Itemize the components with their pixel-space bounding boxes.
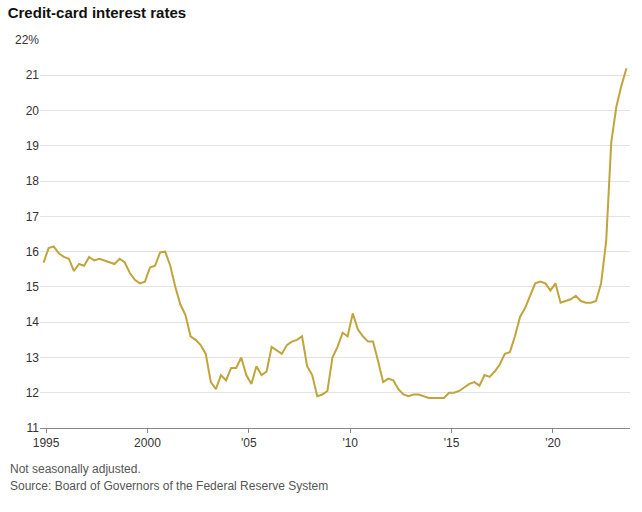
svg-text:18: 18 — [26, 174, 40, 188]
svg-text:22%: 22% — [15, 33, 39, 47]
svg-text:14: 14 — [26, 315, 40, 329]
svg-text:Credit-card interest rates: Credit-card interest rates — [8, 4, 186, 21]
svg-text:1995: 1995 — [33, 436, 60, 450]
svg-text:17: 17 — [26, 210, 40, 224]
svg-text:'20: '20 — [545, 436, 561, 450]
svg-text:19: 19 — [26, 139, 40, 153]
svg-text:Not seasonally adjusted.: Not seasonally adjusted. — [10, 462, 141, 476]
svg-text:'15: '15 — [444, 436, 460, 450]
svg-text:Source: Board of Governors of: Source: Board of Governors of the Federa… — [10, 479, 328, 493]
svg-text:15: 15 — [26, 280, 40, 294]
svg-text:13: 13 — [26, 351, 40, 365]
svg-text:11: 11 — [27, 421, 40, 435]
svg-text:16: 16 — [26, 245, 40, 259]
svg-text:2000: 2000 — [134, 436, 161, 450]
svg-text:'10: '10 — [342, 436, 358, 450]
svg-text:'05: '05 — [241, 436, 257, 450]
svg-text:21: 21 — [26, 68, 40, 82]
svg-text:12: 12 — [26, 386, 40, 400]
svg-text:20: 20 — [26, 104, 40, 118]
